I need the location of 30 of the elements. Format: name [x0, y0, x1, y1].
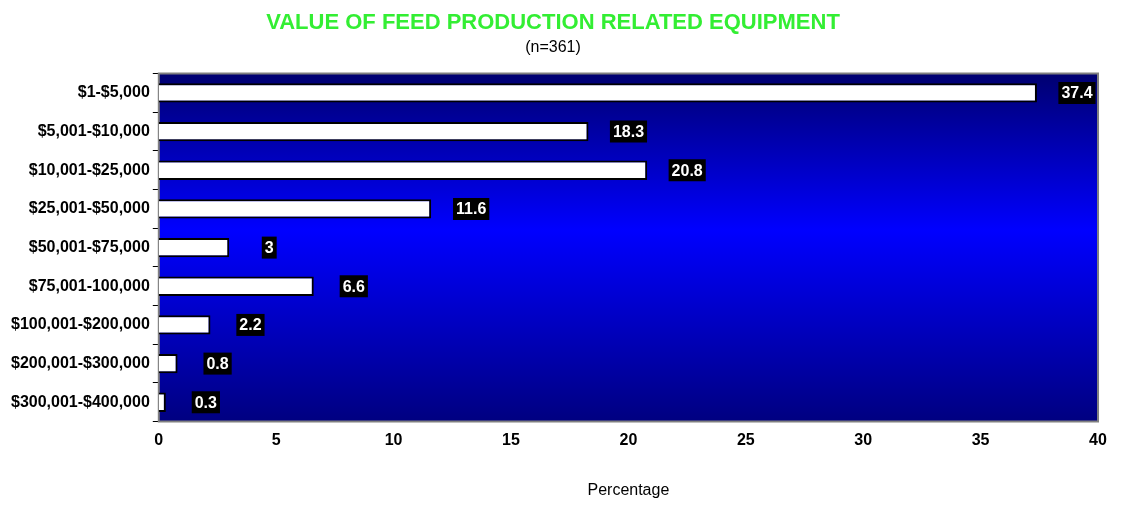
- x-tick-label: 40: [1089, 430, 1107, 448]
- data-label: 37.4: [1061, 84, 1093, 102]
- chart-title: VALUE OF FEED PRODUCTION RELATED EQUIPMENT: [266, 9, 841, 35]
- x-tick-label: 20: [619, 430, 638, 448]
- data-label: 3: [264, 239, 274, 257]
- y-tick-label: $200,001-$300,000: [11, 354, 150, 372]
- data-label: 6.6: [342, 277, 365, 295]
- x-axis-title: Percentage: [587, 480, 670, 498]
- y-tick-label: $300,001-$400,000: [11, 392, 150, 410]
- x-tick-label: 0: [154, 430, 164, 448]
- x-tick-label: 35: [971, 430, 990, 448]
- y-tick-label: $25,001-$50,000: [28, 199, 150, 217]
- chart-subtitle: (n=361): [525, 38, 581, 56]
- x-tick-label: 10: [384, 430, 403, 448]
- data-label: 0.3: [194, 393, 218, 411]
- y-tick-label: $100,001-$200,000: [11, 315, 150, 333]
- x-tick-label: 5: [271, 430, 281, 448]
- x-tick-label: 30: [854, 430, 873, 448]
- y-tick-label: $50,001-$75,000: [28, 238, 150, 256]
- x-tick-label: 25: [736, 430, 755, 448]
- x-tick-label: 15: [502, 430, 520, 448]
- y-tick-label: $10,001-$25,000: [28, 160, 150, 178]
- data-label: 0.8: [206, 355, 229, 373]
- data-label: 18.3: [612, 123, 645, 141]
- y-tick-label: $5,001-$10,000: [37, 122, 150, 140]
- data-label: 11.6: [456, 200, 487, 218]
- y-tick-label: $1-$5,000: [77, 83, 150, 101]
- data-label: 2.2: [239, 316, 262, 334]
- y-tick-label: $75,001-100,000: [28, 276, 150, 294]
- data-label: 20.8: [671, 161, 703, 179]
